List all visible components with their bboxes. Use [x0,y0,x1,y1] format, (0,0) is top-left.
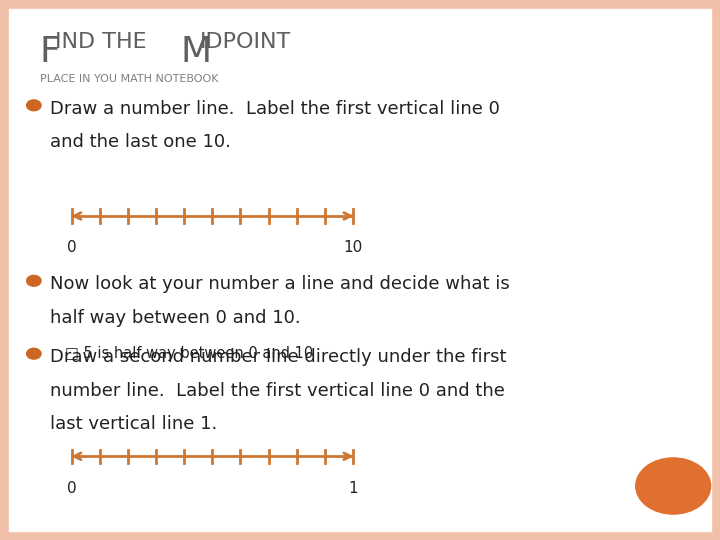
Text: last vertical line 1.: last vertical line 1. [50,415,217,433]
Text: 0: 0 [67,481,77,496]
Circle shape [636,458,711,514]
Text: 1: 1 [348,481,358,496]
Text: □ 5 is half way between 0 and 10: □ 5 is half way between 0 and 10 [65,346,313,361]
Text: number line.  Label the first vertical line 0 and the: number line. Label the first vertical li… [50,382,505,400]
Circle shape [27,275,41,286]
Text: and the last one 10.: and the last one 10. [50,133,231,151]
Text: IND THE: IND THE [55,32,154,52]
Text: half way between 0 and 10.: half way between 0 and 10. [50,309,301,327]
Circle shape [27,348,41,359]
Circle shape [27,100,41,111]
Text: F: F [40,35,60,69]
Text: Draw a number line.  Label the first vertical line 0: Draw a number line. Label the first vert… [50,100,500,118]
Text: Now look at your number a line and decide what is: Now look at your number a line and decid… [50,275,510,293]
Text: M: M [180,35,211,69]
Text: 0: 0 [67,240,77,255]
Text: IDPOINT: IDPOINT [199,32,291,52]
Text: Draw a second number line directly under the first: Draw a second number line directly under… [50,348,507,366]
Text: PLACE IN YOU MATH NOTEBOOK: PLACE IN YOU MATH NOTEBOOK [40,74,218,84]
Text: 10: 10 [343,240,362,255]
